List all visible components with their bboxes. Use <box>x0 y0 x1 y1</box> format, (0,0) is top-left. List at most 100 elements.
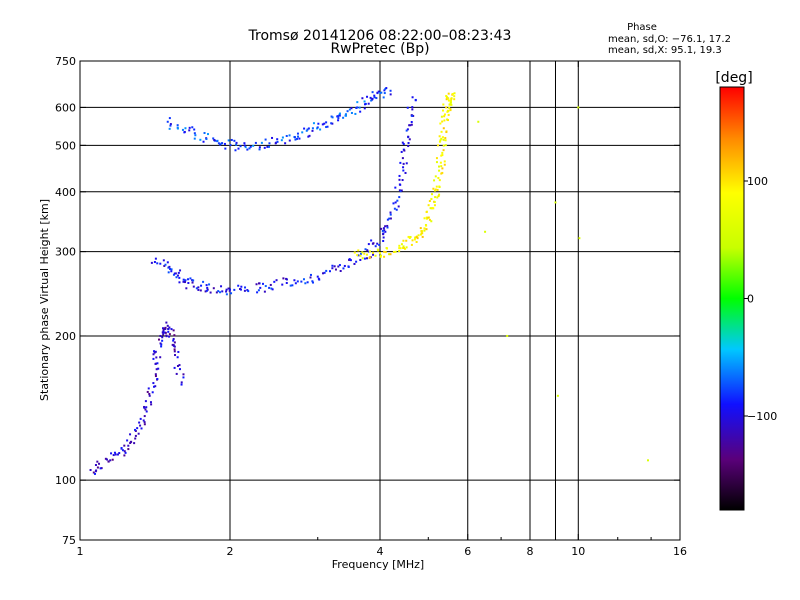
scatter-point <box>433 189 436 192</box>
scatter-point <box>399 247 402 250</box>
scatter-point <box>217 142 220 145</box>
scatter-point <box>164 331 167 334</box>
scatter-point <box>152 382 155 385</box>
scatter-point <box>309 276 312 279</box>
y-tick-label: 300 <box>55 246 76 259</box>
scatter-point <box>401 157 404 160</box>
scatter-point <box>443 115 446 118</box>
scatter-point <box>372 253 375 256</box>
scatter-point <box>448 103 451 106</box>
scatter-point <box>104 457 107 460</box>
scatter-point <box>223 142 226 145</box>
scatter-point <box>323 271 326 274</box>
scatter-point <box>306 281 309 284</box>
scatter-point <box>405 129 408 132</box>
scatter-point <box>354 112 357 115</box>
scatter-point <box>383 229 386 232</box>
scatter-point <box>311 280 314 283</box>
scatter-point <box>173 272 176 275</box>
scatter-point <box>148 392 151 395</box>
scatter-point <box>453 95 456 98</box>
scatter-point <box>300 280 303 283</box>
scatter-point <box>425 217 428 220</box>
scatter-point <box>423 217 426 220</box>
scatter-point <box>441 167 444 170</box>
scatter-point <box>443 160 446 163</box>
scatter-point <box>155 368 158 371</box>
scatter-point <box>384 230 387 233</box>
scatter-point <box>156 262 159 265</box>
scatter-point <box>173 366 176 369</box>
scatter-point <box>139 424 142 427</box>
scatter-point <box>204 290 207 293</box>
scatter-point <box>392 202 395 205</box>
scatter-point <box>149 401 152 404</box>
scatter-point <box>302 278 305 281</box>
scatter-point <box>435 161 438 164</box>
scatter-point <box>307 135 310 138</box>
scatter-point <box>353 262 356 265</box>
x-tick-label: 6 <box>464 545 471 558</box>
scatter-point <box>209 291 212 294</box>
scatter-point <box>191 281 194 284</box>
scatter-point <box>180 383 183 386</box>
scatter-point <box>447 97 450 100</box>
scatter-point <box>206 133 209 136</box>
scatter-point <box>161 327 164 330</box>
scatter-point <box>124 451 127 454</box>
scatter-point <box>379 254 382 257</box>
scatter-point <box>438 185 441 188</box>
scatter-point <box>407 235 410 238</box>
scatter-point <box>301 131 304 134</box>
scatter-point <box>159 262 162 265</box>
scatter-point <box>384 87 387 90</box>
scatter-point <box>154 375 157 378</box>
scatter-point <box>243 142 246 145</box>
scatter-point <box>187 281 190 284</box>
scatter-point <box>169 268 172 271</box>
chart-title: Tromsø 20141206 08:22:00–08:23:43 <box>248 28 512 44</box>
scatter-point <box>178 281 181 284</box>
scatter-point <box>406 106 409 109</box>
scatter-point <box>326 125 329 128</box>
scatter-point <box>441 151 444 154</box>
scatter-point <box>577 106 580 109</box>
y-tick-label: 200 <box>55 330 76 343</box>
scatter-point <box>229 288 231 291</box>
scatter-point <box>440 165 443 168</box>
scatter-point <box>388 217 391 220</box>
scatter-point <box>366 249 369 252</box>
scatter-point <box>398 178 401 181</box>
scatter-point <box>328 270 331 273</box>
scatter-point <box>144 408 147 411</box>
scatter-point <box>322 272 325 275</box>
chart-subtitle: RwPretec (Bp) <box>330 41 429 57</box>
scatter-point <box>334 268 337 271</box>
scatter-point <box>177 350 180 353</box>
scatter-point <box>415 240 418 243</box>
scatter-point <box>305 129 308 132</box>
scatter-point <box>173 348 176 351</box>
scatter-point <box>444 137 447 140</box>
scatter-point <box>163 331 166 334</box>
scatter-point <box>401 179 404 182</box>
y-tick-label: 400 <box>55 186 76 199</box>
scatter-point <box>161 339 164 342</box>
scatter-point <box>413 238 416 241</box>
scatter-point <box>221 142 224 145</box>
scatter-point <box>441 136 444 139</box>
scatter-point <box>94 463 97 466</box>
scatter-point <box>330 122 333 125</box>
scatter-point <box>180 381 183 384</box>
scatter-point <box>447 113 450 116</box>
scatter-point <box>363 257 366 260</box>
scatter-point <box>173 334 176 337</box>
scatter-point <box>356 101 359 104</box>
stats-heading: Phase <box>627 22 657 33</box>
scatter-point <box>411 106 414 109</box>
scatter-point <box>187 278 190 281</box>
scatter-point <box>189 277 192 280</box>
scatter-point <box>167 271 170 274</box>
scatter-point <box>254 141 257 144</box>
scatter-point <box>344 114 347 117</box>
